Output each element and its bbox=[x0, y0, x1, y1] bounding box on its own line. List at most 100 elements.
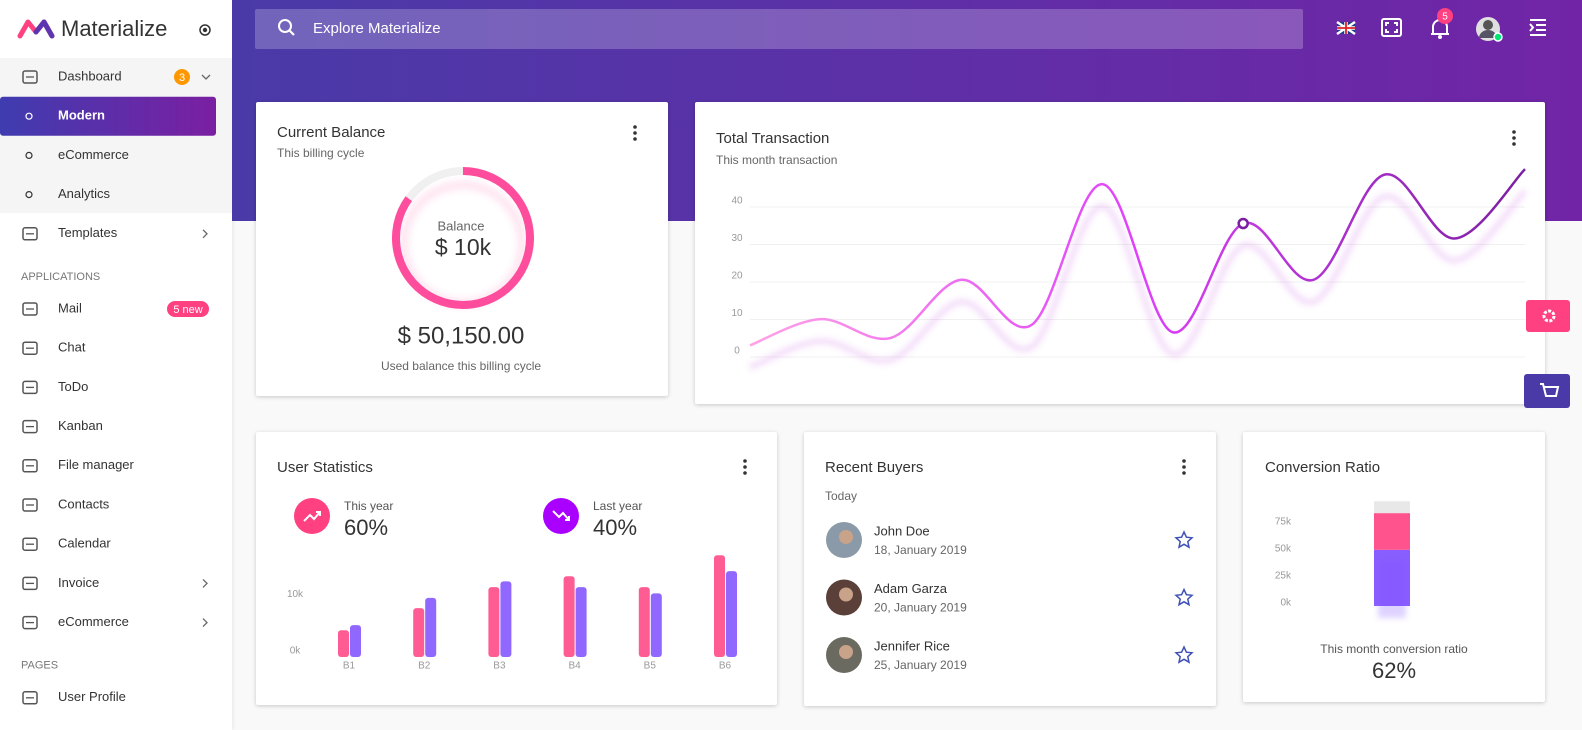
card-title: Recent Buyers bbox=[825, 459, 923, 476]
menu-icon bbox=[22, 537, 38, 551]
search-bar[interactable] bbox=[255, 9, 1303, 49]
flag-icon[interactable] bbox=[1336, 20, 1356, 36]
bar bbox=[563, 576, 575, 657]
menu-icon bbox=[22, 341, 38, 355]
card-subtitle: This month transaction bbox=[716, 153, 837, 167]
more-menu-dot bbox=[1182, 459, 1186, 463]
card-title: Current Balance bbox=[277, 124, 385, 141]
more-menu-dot bbox=[633, 137, 637, 141]
sub-bullet bbox=[25, 112, 33, 120]
menu-icon bbox=[22, 459, 38, 473]
online-dot bbox=[1493, 32, 1503, 42]
y-tick-label: 20 bbox=[731, 271, 743, 282]
stat-value: 40% bbox=[593, 515, 637, 540]
search-icon-handle bbox=[288, 29, 295, 36]
menu-item[interactable]: eCommerce bbox=[58, 147, 129, 162]
bar-segment bbox=[1374, 501, 1410, 514]
bar bbox=[726, 571, 737, 657]
favorite-star[interactable] bbox=[1174, 530, 1194, 549]
favorite-star[interactable] bbox=[1174, 645, 1194, 664]
menu-item[interactable]: Analytics bbox=[58, 186, 111, 201]
y-tick-label: 0k bbox=[1280, 598, 1292, 609]
menu-badge-text: 3 bbox=[179, 72, 185, 84]
menu-item[interactable]: Templates bbox=[58, 225, 118, 240]
notification-count: 5 bbox=[1442, 12, 1448, 23]
stat-label: This year bbox=[344, 499, 393, 513]
card-title: Total Transaction bbox=[716, 130, 829, 147]
chevron-down bbox=[201, 74, 211, 80]
brand: Materialize bbox=[61, 16, 167, 41]
stat-arrow bbox=[303, 511, 321, 522]
ring-value: $ 10k bbox=[435, 234, 492, 260]
transaction-card bbox=[695, 102, 1545, 404]
menu-item[interactable]: eCommerce bbox=[58, 614, 129, 629]
conversion-ratio: 62% bbox=[1372, 658, 1416, 683]
y-tick-label: 50k bbox=[1275, 544, 1292, 555]
chevron-right bbox=[202, 229, 208, 239]
stats-card bbox=[256, 432, 777, 705]
card-subtitle: Today bbox=[825, 489, 857, 503]
card-title: User Statistics bbox=[277, 459, 373, 476]
bar bbox=[714, 555, 725, 657]
bar bbox=[338, 630, 349, 657]
menu-badge bbox=[167, 301, 209, 317]
menu-icon bbox=[22, 227, 38, 241]
x-tick-label: B1 bbox=[343, 661, 356, 672]
ring-label: Balance bbox=[438, 218, 485, 233]
x-tick-label: B2 bbox=[418, 661, 431, 672]
more-menu-dot bbox=[1512, 136, 1516, 140]
buyer-avatar-face bbox=[839, 530, 853, 544]
menu-item[interactable]: ToDo bbox=[58, 379, 88, 394]
settings-button[interactable] bbox=[1526, 300, 1570, 332]
avatar-head bbox=[1483, 20, 1493, 30]
buyer-date: 18, January 2019 bbox=[874, 543, 967, 557]
menu-item[interactable]: Kanban bbox=[58, 418, 103, 433]
buyer-name: Adam Garza bbox=[874, 581, 948, 596]
more-menu-dot bbox=[1512, 130, 1516, 134]
cart-icon bbox=[1540, 383, 1560, 397]
menu-icon bbox=[22, 380, 38, 395]
menu-item[interactable]: Modern bbox=[58, 108, 105, 123]
y-tick-label: 25k bbox=[1275, 571, 1292, 582]
menu-heading: PAGES bbox=[21, 660, 58, 672]
chevron-right bbox=[202, 618, 208, 628]
menu-item[interactable]: Invoice bbox=[58, 575, 99, 590]
y-tick-label: 40 bbox=[731, 196, 743, 207]
bar bbox=[350, 625, 361, 657]
avatar-body bbox=[1479, 30, 1497, 38]
y-tick-label: 0 bbox=[734, 346, 740, 357]
cart-button[interactable] bbox=[1524, 374, 1570, 408]
menu-item[interactable]: Calendar bbox=[58, 536, 111, 551]
balance-caption: Used balance this billing cycle bbox=[381, 359, 541, 373]
menu-item[interactable]: File manager bbox=[58, 457, 135, 472]
menu-item[interactable]: Mail bbox=[58, 300, 82, 315]
y-tick-label: 0k bbox=[290, 646, 302, 657]
pin-toggle[interactable] bbox=[199, 24, 211, 36]
buyers-card bbox=[804, 432, 1216, 706]
y-tick-label: 10k bbox=[287, 589, 304, 600]
fullscreen-icon[interactable] bbox=[1381, 18, 1402, 37]
more-menu-dot bbox=[1182, 465, 1186, 469]
card-subtitle: This billing cycle bbox=[277, 146, 365, 160]
buyer-avatar-face bbox=[839, 587, 853, 602]
gear-icon bbox=[1542, 309, 1556, 323]
y-tick-label: 30 bbox=[731, 233, 743, 244]
active-item bbox=[0, 96, 216, 136]
balance-card bbox=[256, 102, 668, 396]
card-title: Conversion Ratio bbox=[1265, 459, 1380, 476]
buyer-avatar-face bbox=[839, 645, 853, 659]
menu-item[interactable]: Chat bbox=[58, 340, 86, 355]
sidenav-toggle[interactable] bbox=[1529, 19, 1546, 36]
x-tick-label: B3 bbox=[493, 661, 506, 672]
menu-icon bbox=[22, 691, 38, 705]
menu-icon bbox=[22, 498, 38, 512]
stat-arrow bbox=[552, 510, 570, 521]
favorite-star[interactable] bbox=[1174, 587, 1194, 607]
more-menu-dot bbox=[743, 471, 747, 475]
menu-item[interactable]: Contacts bbox=[58, 496, 110, 511]
more-menu-dot bbox=[633, 125, 637, 129]
menu-item[interactable]: User Profile bbox=[58, 689, 126, 704]
menu-item[interactable]: Dashboard bbox=[58, 68, 122, 83]
sub-bullet bbox=[25, 151, 33, 159]
